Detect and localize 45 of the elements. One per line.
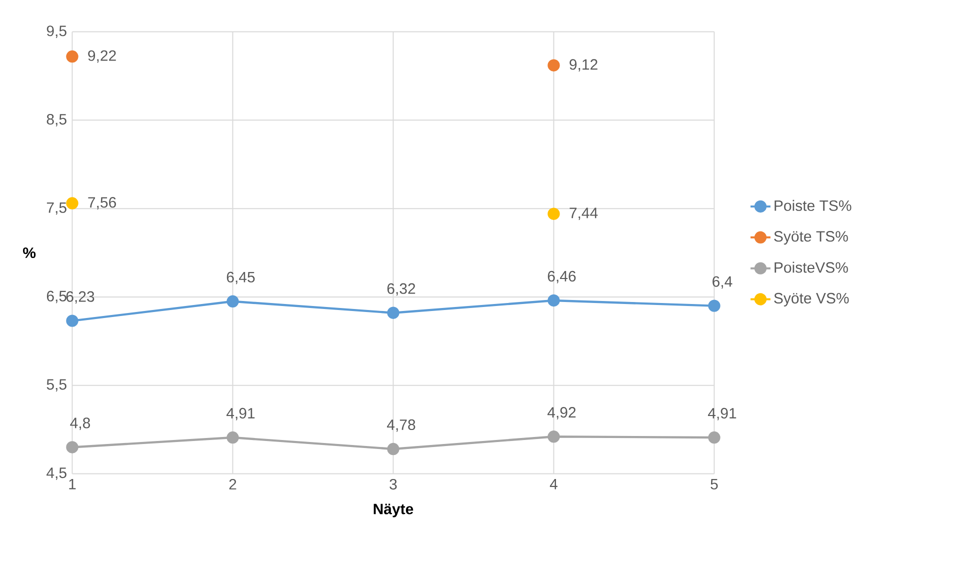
data-label: 6,45 — [226, 272, 255, 284]
x-tick-label: 5 — [710, 478, 718, 490]
x-tick-label: 4 — [550, 478, 558, 490]
data-label: 7,44 — [570, 208, 598, 220]
point — [387, 306, 400, 319]
point — [708, 300, 720, 312]
x-tick-label: 1 — [69, 478, 76, 490]
legend-label: PoisteVS% — [774, 262, 848, 273]
data-label: 4,91 — [226, 408, 255, 420]
legend-label: Syöte TS% — [774, 231, 848, 245]
y-tick-label: 4,5 — [46, 468, 66, 480]
data-label: 6,32 — [387, 283, 416, 296]
point — [548, 430, 560, 443]
x-tick-label: 3 — [390, 478, 397, 490]
point — [226, 431, 239, 444]
data-label: 4,92 — [547, 407, 576, 420]
data-label: 6,23 — [66, 291, 94, 304]
point — [66, 197, 78, 210]
y-tick-label: 6,5 — [46, 290, 66, 304]
y-tick-label: 5,5 — [46, 379, 66, 392]
x-axis-title: Näyte — [374, 504, 414, 518]
data-label: 4,8 — [70, 418, 90, 430]
data-label: 4,78 — [386, 419, 416, 432]
point — [548, 59, 560, 72]
point — [548, 294, 560, 307]
data-label: 7,56 — [88, 197, 116, 210]
point — [548, 208, 560, 220]
point — [387, 442, 400, 456]
point — [66, 314, 78, 327]
data-label: 4,91 — [708, 408, 736, 420]
point — [66, 441, 78, 454]
data-label: 9,22 — [88, 50, 116, 63]
y-tick-label: 9,5 — [46, 26, 66, 38]
data-label: 6,4 — [712, 276, 732, 289]
y-tick-label: 7,5 — [46, 202, 66, 215]
data-label: 9,12 — [570, 59, 598, 72]
legend-label: Poiste TS% — [774, 200, 852, 211]
point — [66, 50, 78, 63]
x-tick-label: 2 — [229, 478, 236, 490]
y-axis-title: % — [23, 247, 36, 258]
legend-label: Syöte VS% — [774, 292, 849, 306]
point — [708, 431, 720, 444]
data-label: 6,46 — [548, 270, 576, 284]
y-tick-label: 8,5 — [46, 114, 66, 126]
point — [226, 295, 239, 308]
